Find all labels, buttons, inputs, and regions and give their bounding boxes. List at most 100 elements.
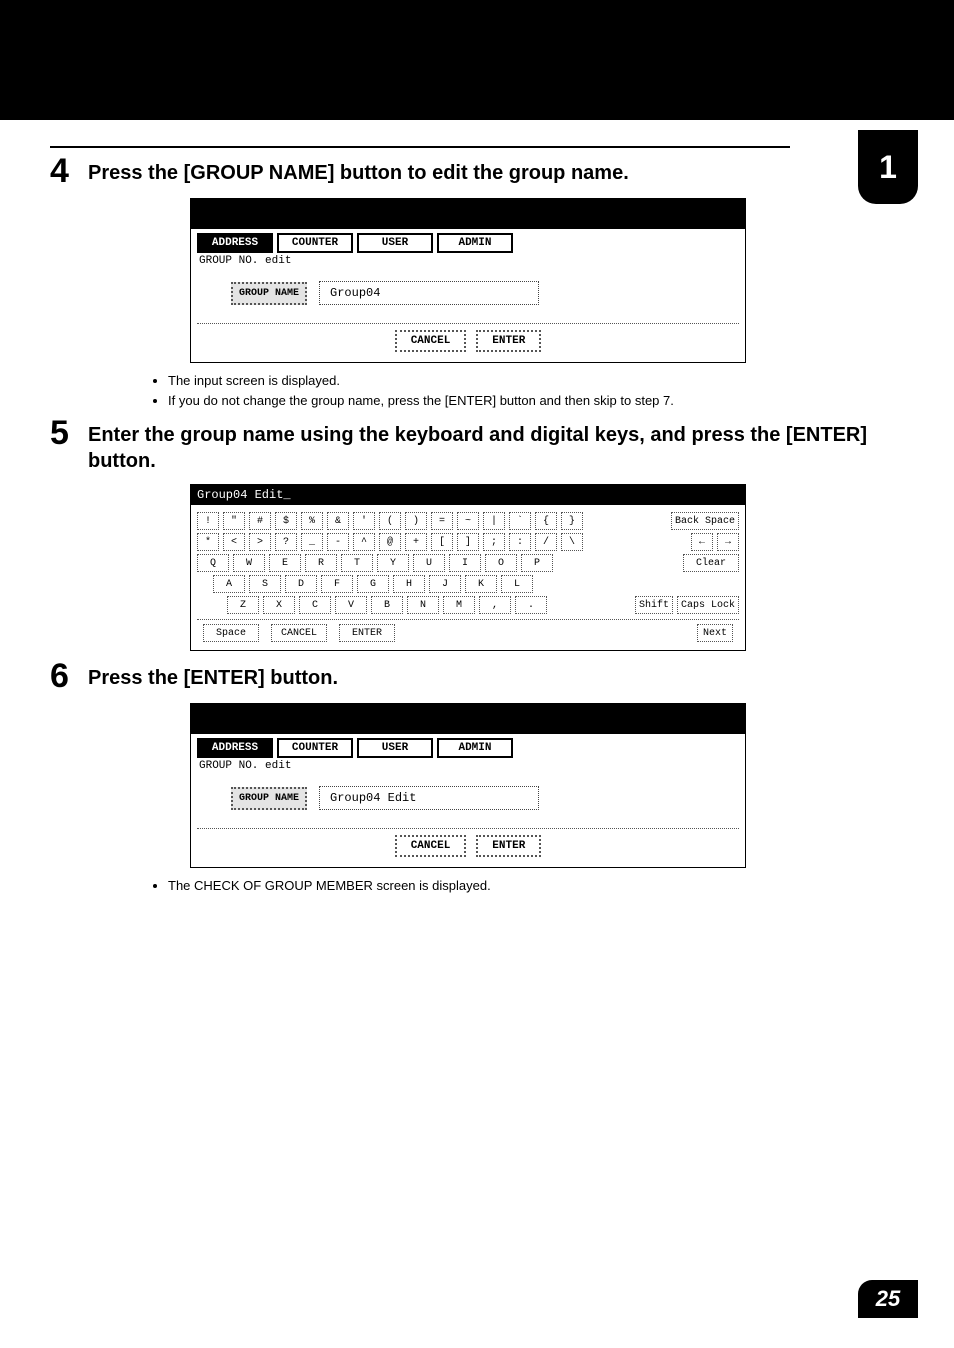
key[interactable]: } — [561, 512, 583, 530]
key[interactable]: ^ — [353, 533, 375, 551]
key[interactable]: A — [213, 575, 245, 593]
key[interactable]: H — [393, 575, 425, 593]
group-name-button[interactable]: GROUP NAME — [231, 787, 307, 810]
key[interactable]: F — [321, 575, 353, 593]
key[interactable]: + — [405, 533, 427, 551]
page-number: 25 — [858, 1280, 918, 1318]
key[interactable]: V — [335, 596, 367, 614]
key[interactable]: ( — [379, 512, 401, 530]
tab-address[interactable]: ADDRESS — [197, 738, 273, 758]
key[interactable]: / — [535, 533, 557, 551]
key[interactable]: G — [357, 575, 389, 593]
key[interactable]: $ — [275, 512, 297, 530]
key[interactable]: X — [263, 596, 295, 614]
key[interactable]: E — [269, 554, 301, 572]
key[interactable]: T — [341, 554, 373, 572]
key[interactable]: S — [249, 575, 281, 593]
key[interactable]: > — [249, 533, 271, 551]
key[interactable]: R — [305, 554, 337, 572]
key[interactable]: { — [535, 512, 557, 530]
key[interactable]: | — [483, 512, 505, 530]
step-title: Press the [GROUP NAME] button to edit th… — [88, 154, 629, 186]
shift-key[interactable]: Shift — [635, 596, 673, 614]
step-4: 4 Press the [GROUP NAME] button to edit … — [50, 154, 904, 188]
group-name-field[interactable]: Group04 Edit — [319, 786, 539, 810]
enter-button[interactable]: ENTER — [476, 835, 541, 857]
key[interactable]: M — [443, 596, 475, 614]
key[interactable]: ~ — [457, 512, 479, 530]
key[interactable]: , — [479, 596, 511, 614]
key[interactable]: < — [223, 533, 245, 551]
key[interactable]: & — [327, 512, 349, 530]
key[interactable]: D — [285, 575, 317, 593]
tab-admin[interactable]: ADMIN — [437, 233, 513, 253]
key[interactable]: I — [449, 554, 481, 572]
tab-counter[interactable]: COUNTER — [277, 738, 353, 758]
bullet: If you do not change the group name, pre… — [168, 391, 904, 411]
enter-button[interactable]: ENTER — [476, 330, 541, 352]
enter-button[interactable]: ENTER — [339, 624, 395, 642]
divider — [50, 146, 790, 148]
step-number: 5 — [50, 416, 76, 450]
key[interactable]: L — [501, 575, 533, 593]
tab-user[interactable]: USER — [357, 233, 433, 253]
key[interactable]: ] — [457, 533, 479, 551]
key[interactable]: ' — [353, 512, 375, 530]
key[interactable]: N — [407, 596, 439, 614]
step-5: 5 Enter the group name using the keyboar… — [50, 416, 904, 474]
key[interactable]: U — [413, 554, 445, 572]
key[interactable]: B — [371, 596, 403, 614]
key[interactable]: ? — [275, 533, 297, 551]
group-name-button[interactable]: GROUP NAME — [231, 282, 307, 305]
key[interactable]: @ — [379, 533, 401, 551]
tab-counter[interactable]: COUNTER — [277, 233, 353, 253]
tab-user[interactable]: USER — [357, 738, 433, 758]
key[interactable]: ; — [483, 533, 505, 551]
next-key[interactable]: Next — [697, 624, 733, 642]
key[interactable]: K — [465, 575, 497, 593]
key[interactable]: C — [299, 596, 331, 614]
key[interactable]: % — [301, 512, 323, 530]
arrow-right-key[interactable]: → — [717, 533, 739, 551]
step-number: 4 — [50, 154, 76, 188]
key[interactable]: Y — [377, 554, 409, 572]
key[interactable]: P — [521, 554, 553, 572]
key[interactable]: Q — [197, 554, 229, 572]
cancel-button[interactable]: CANCEL — [395, 330, 467, 352]
key[interactable]: \ — [561, 533, 583, 551]
page-content: 4 Press the [GROUP NAME] button to edit … — [0, 120, 954, 896]
capslock-key[interactable]: Caps Lock — [677, 596, 739, 614]
space-key[interactable]: Space — [203, 624, 259, 642]
key[interactable]: W — [233, 554, 265, 572]
key[interactable]: * — [197, 533, 219, 551]
key[interactable]: - — [327, 533, 349, 551]
key[interactable]: _ — [301, 533, 323, 551]
step-title: Press the [ENTER] button. — [88, 659, 338, 691]
key[interactable]: J — [429, 575, 461, 593]
key[interactable]: ! — [197, 512, 219, 530]
cancel-button[interactable]: CANCEL — [271, 624, 327, 642]
tab-admin[interactable]: ADMIN — [437, 738, 513, 758]
clear-key[interactable]: Clear — [683, 554, 739, 572]
key[interactable]: : — [509, 533, 531, 551]
chapter-tab: 1 — [858, 130, 918, 204]
screenshot-header-bar — [191, 199, 745, 229]
tab-address[interactable]: ADDRESS — [197, 233, 273, 253]
key[interactable]: ` — [509, 512, 531, 530]
key[interactable]: O — [485, 554, 517, 572]
key[interactable]: = — [431, 512, 453, 530]
screenshot-subtitle: GROUP NO. edit — [191, 758, 745, 778]
key[interactable]: Z — [227, 596, 259, 614]
key[interactable]: " — [223, 512, 245, 530]
backspace-key[interactable]: Back Space — [671, 512, 739, 530]
group-name-field[interactable]: Group04 — [319, 281, 539, 305]
keyboard-row-2: * < > ? _ - ^ @ + [ ] ; : / \ ← → — [197, 533, 739, 551]
screenshot-header-bar — [191, 704, 745, 734]
key[interactable]: # — [249, 512, 271, 530]
cancel-button[interactable]: CANCEL — [395, 835, 467, 857]
arrow-left-key[interactable]: ← — [691, 533, 713, 551]
key[interactable]: . — [515, 596, 547, 614]
bullet: The CHECK OF GROUP MEMBER screen is disp… — [168, 876, 904, 896]
key[interactable]: [ — [431, 533, 453, 551]
key[interactable]: ) — [405, 512, 427, 530]
